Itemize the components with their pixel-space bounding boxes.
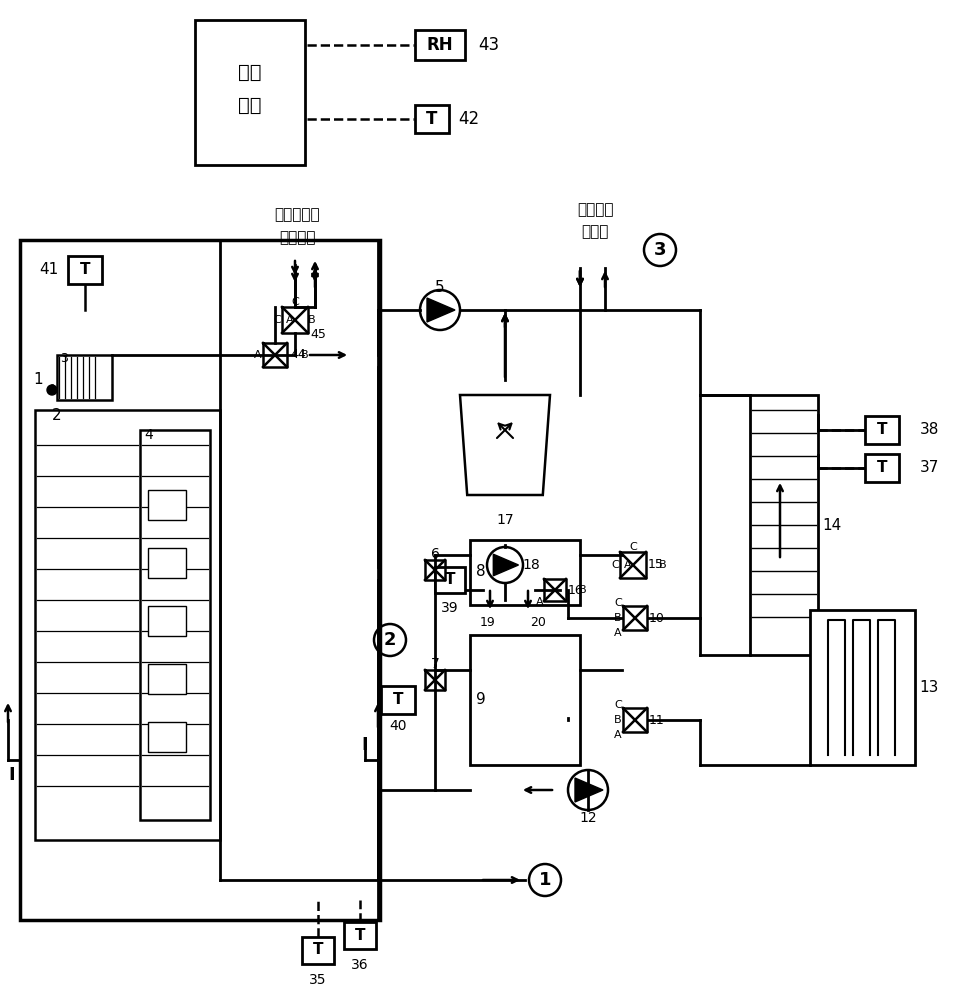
Text: B: B	[308, 315, 316, 325]
Bar	[302, 936, 334, 964]
Text: C: C	[611, 560, 619, 570]
Text: 38: 38	[920, 422, 940, 438]
Bar	[148, 606, 186, 636]
Text: 9: 9	[476, 692, 486, 708]
Text: A: A	[625, 560, 632, 570]
Text: T: T	[877, 422, 887, 438]
Text: 11: 11	[649, 714, 665, 726]
Text: 7: 7	[431, 657, 439, 671]
Text: 45: 45	[310, 328, 326, 340]
Text: C: C	[614, 598, 622, 608]
Text: 2: 2	[52, 408, 62, 422]
Bar	[148, 548, 186, 578]
Bar	[148, 722, 186, 752]
Bar	[865, 416, 899, 444]
Text: 冻供回水: 冻供回水	[279, 231, 315, 245]
Bar	[148, 664, 186, 694]
Bar	[57, 355, 112, 400]
Bar	[415, 105, 449, 133]
Text: B: B	[659, 560, 667, 570]
Text: 44: 44	[290, 349, 306, 361]
Text: C: C	[614, 700, 622, 710]
Text: 12: 12	[579, 811, 597, 825]
Circle shape	[47, 385, 57, 395]
Text: 5: 5	[435, 280, 445, 296]
Text: 10: 10	[649, 611, 665, 624]
Bar	[381, 686, 415, 714]
Text: 20: 20	[530, 615, 546, 629]
Polygon shape	[460, 395, 550, 495]
Text: 3: 3	[60, 352, 68, 364]
Text: I: I	[362, 736, 369, 754]
Text: 35: 35	[309, 973, 327, 987]
Bar	[470, 635, 580, 765]
Text: 42: 42	[458, 110, 479, 128]
Text: 13: 13	[919, 680, 939, 694]
Text: I: I	[8, 766, 14, 784]
Text: 4: 4	[144, 428, 153, 442]
Bar	[140, 430, 210, 820]
Text: 36: 36	[351, 958, 369, 972]
Text: A: A	[286, 315, 294, 325]
Bar	[344, 922, 376, 948]
Bar	[35, 410, 220, 840]
Text: 1: 1	[33, 372, 43, 387]
Text: 供回水: 供回水	[582, 225, 608, 239]
Bar	[148, 490, 186, 520]
Bar	[810, 610, 915, 765]
Text: 37: 37	[920, 460, 940, 476]
Text: 41: 41	[39, 262, 58, 277]
Text: 2: 2	[384, 631, 396, 649]
Text: B: B	[579, 585, 586, 595]
Polygon shape	[427, 298, 455, 322]
Text: 辐射采暖: 辐射采暖	[577, 202, 613, 218]
Text: 1: 1	[539, 871, 551, 889]
Text: C: C	[629, 542, 637, 552]
Text: 43: 43	[478, 36, 499, 54]
Text: 其他区域冷: 其他区域冷	[274, 208, 320, 223]
Polygon shape	[575, 778, 603, 802]
Bar	[195, 20, 305, 165]
Text: 18: 18	[522, 558, 540, 572]
Text: C: C	[291, 297, 299, 307]
Text: 16: 16	[568, 584, 584, 596]
Text: A: A	[536, 597, 543, 607]
Text: T: T	[312, 942, 323, 958]
Text: A: A	[614, 730, 622, 740]
Text: 15: 15	[648, 558, 664, 572]
Text: A: A	[254, 350, 262, 360]
Text: 8: 8	[476, 564, 486, 580]
Text: T: T	[80, 262, 91, 277]
Text: C: C	[273, 315, 281, 325]
Text: 39: 39	[441, 601, 458, 615]
Bar	[68, 256, 102, 284]
Bar	[415, 30, 465, 60]
Text: 17: 17	[497, 513, 514, 527]
Text: 6: 6	[431, 547, 439, 561]
Text: T: T	[393, 692, 403, 708]
Bar	[865, 454, 899, 482]
Text: 室外: 室外	[238, 62, 262, 82]
Text: 19: 19	[480, 615, 496, 629]
Bar	[750, 395, 818, 655]
Text: A: A	[614, 628, 622, 638]
Bar	[435, 567, 465, 593]
Text: B: B	[614, 715, 622, 725]
Text: T: T	[445, 572, 456, 587]
Text: 3: 3	[654, 241, 667, 259]
Text: 14: 14	[822, 518, 841, 532]
Bar	[20, 240, 380, 920]
Polygon shape	[494, 554, 519, 576]
Text: 40: 40	[390, 719, 407, 733]
Text: RH: RH	[427, 36, 454, 54]
Bar	[470, 540, 580, 605]
Text: B: B	[614, 613, 622, 623]
Text: B: B	[301, 350, 308, 360]
Text: T: T	[354, 928, 365, 942]
Text: 参数: 参数	[238, 96, 262, 114]
Text: T: T	[426, 110, 437, 128]
Text: T: T	[877, 460, 887, 476]
